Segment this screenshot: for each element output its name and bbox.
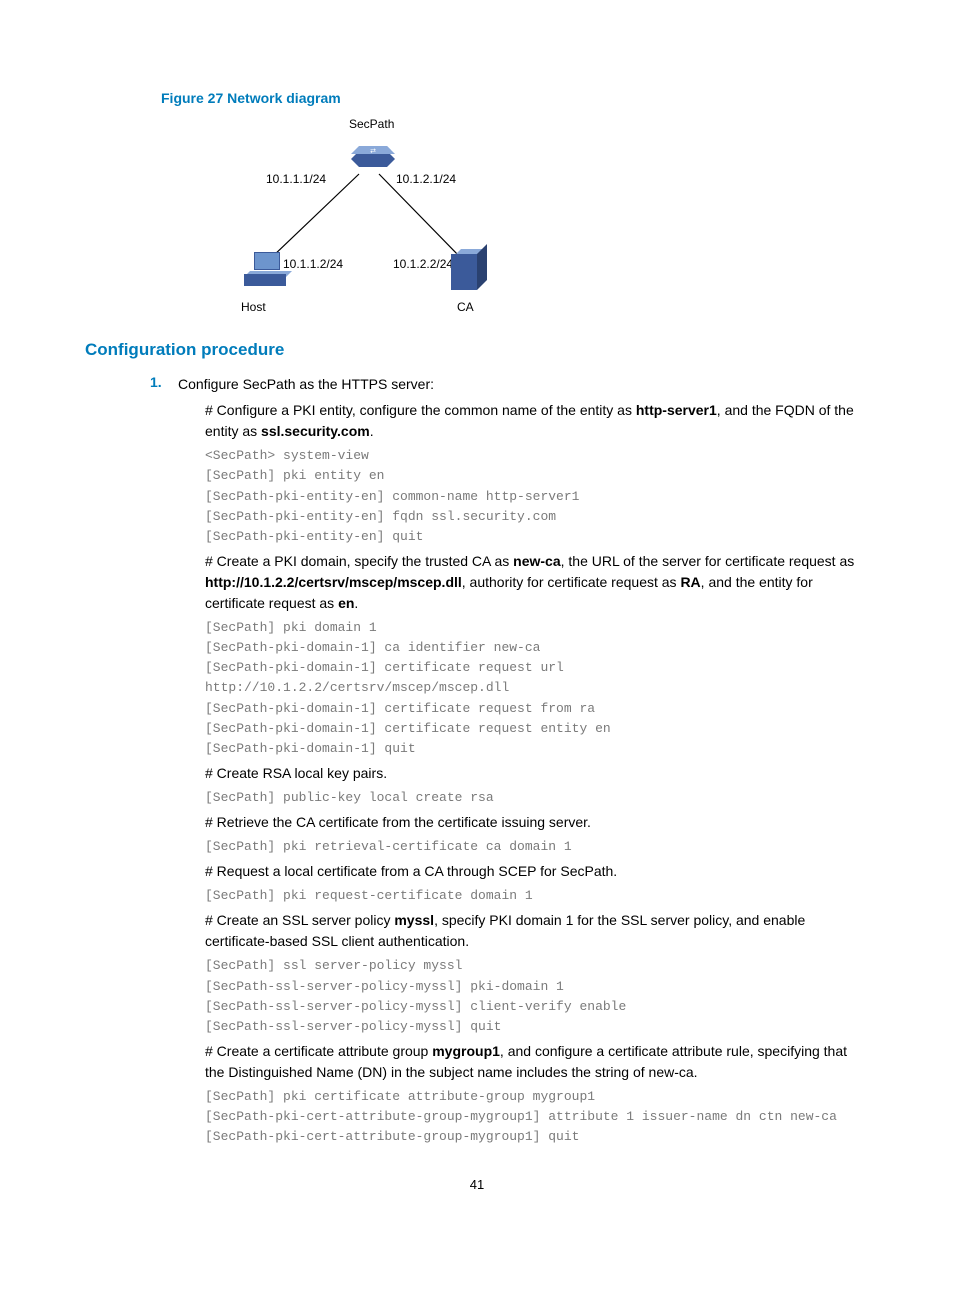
code-block-2: [SecPath] pki domain 1 [SecPath-pki-doma… (205, 618, 869, 759)
text: . (354, 595, 358, 611)
step-number: 1. (150, 374, 178, 394)
bold: RA (680, 574, 700, 590)
text: , authority for certificate request as (462, 574, 681, 590)
iface-label-1: 10.1.2.1/24 (396, 172, 456, 186)
secpath-node-label: SecPath (349, 117, 394, 131)
diagram-edges (161, 112, 491, 312)
text: # Configure a PKI entity, configure the … (205, 402, 636, 418)
bold: ssl.security.com (261, 423, 370, 439)
paragraph-2: # Create a PKI domain, specify the trust… (205, 551, 869, 614)
code-block-3: [SecPath] public-key local create rsa (205, 788, 869, 808)
figure-caption: Figure 27 Network diagram (161, 90, 869, 106)
code-block-1: <SecPath> system-view [SecPath] pki enti… (205, 446, 869, 547)
server-icon (451, 254, 485, 290)
paragraph-3: # Create RSA local key pairs. (205, 763, 869, 784)
text: , the URL of the server for certificate … (561, 553, 855, 569)
text: # Create an SSL server policy (205, 912, 394, 928)
paragraph-4: # Retrieve the CA certificate from the c… (205, 812, 869, 833)
iface-label-2: 10.1.1.2/24 (283, 257, 343, 271)
paragraph-1: # Configure a PKI entity, configure the … (205, 400, 869, 442)
section-heading: Configuration procedure (85, 340, 869, 360)
router-icon: ⇄ (351, 142, 389, 170)
text: # Create a PKI domain, specify the trust… (205, 553, 513, 569)
code-block-5: [SecPath] pki request-certificate domain… (205, 886, 869, 906)
iface-label-0: 10.1.1.1/24 (266, 172, 326, 186)
ca-node-label: CA (457, 300, 474, 314)
step-title: Configure SecPath as the HTTPS server: (178, 374, 434, 394)
bold: myssl (394, 912, 434, 928)
paragraph-7: # Create a certificate attribute group m… (205, 1041, 869, 1083)
step-1: 1. Configure SecPath as the HTTPS server… (150, 374, 869, 394)
bold: http://10.1.2.2/certsrv/mscep/mscep.dll (205, 574, 462, 590)
code-block-7: [SecPath] pki certificate attribute-grou… (205, 1087, 869, 1147)
paragraph-5: # Request a local certificate from a CA … (205, 861, 869, 882)
code-block-4: [SecPath] pki retrieval-certificate ca d… (205, 837, 869, 857)
text: . (370, 423, 374, 439)
network-diagram: SecPath ⇄ 10.1.1.1/24 10.1.2.1/24 10.1.1… (161, 112, 869, 312)
page: Figure 27 Network diagram SecPath ⇄ 10.1… (0, 0, 954, 1232)
svg-text:⇄: ⇄ (370, 148, 376, 155)
iface-label-3: 10.1.2.2/24 (393, 257, 453, 271)
bold: mygroup1 (432, 1043, 500, 1059)
bold: new-ca (513, 553, 560, 569)
page-number: 41 (85, 1177, 869, 1192)
paragraph-6: # Create an SSL server policy myssl, spe… (205, 910, 869, 952)
code-block-6: [SecPath] ssl server-policy myssl [SecPa… (205, 956, 869, 1037)
host-node-label: Host (241, 300, 266, 314)
host-icon (249, 256, 291, 292)
bold: en (338, 595, 354, 611)
text: # Create a certificate attribute group (205, 1043, 432, 1059)
bold: http-server1 (636, 402, 717, 418)
